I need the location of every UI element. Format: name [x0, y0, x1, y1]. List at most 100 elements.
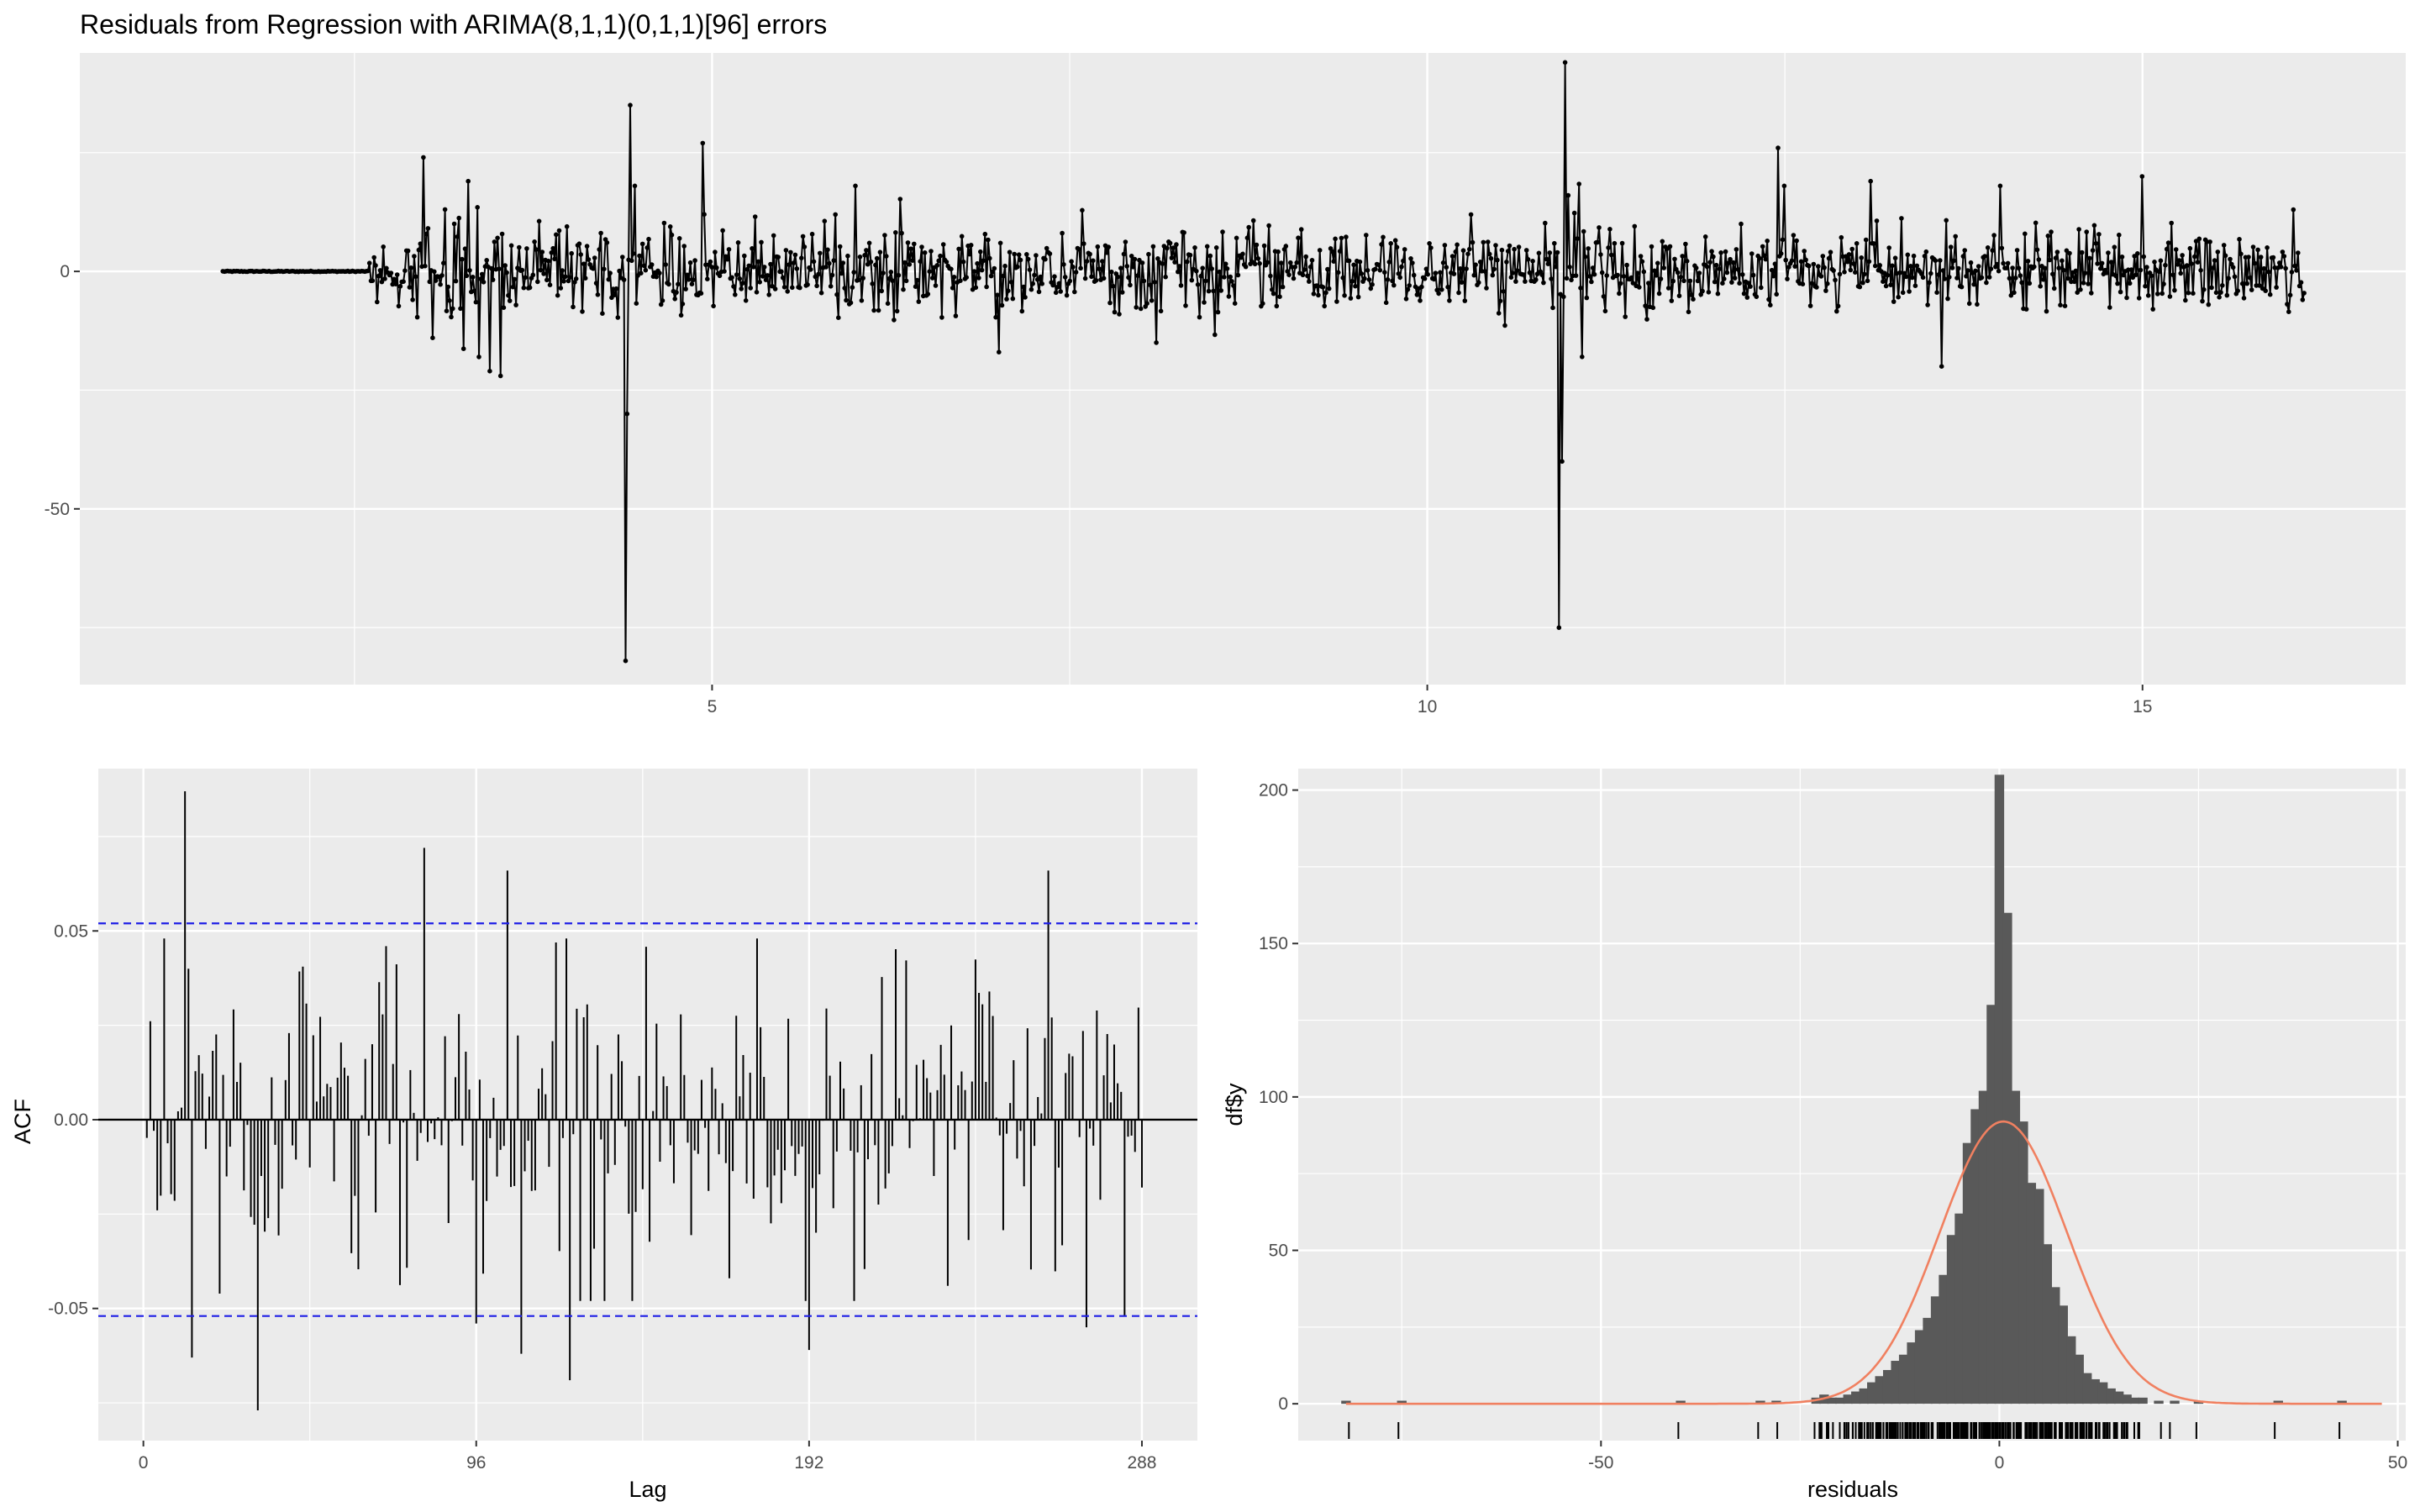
residual-point [2045, 234, 2051, 239]
residual-point [1491, 266, 1497, 272]
residual-point [1260, 301, 1265, 307]
residual-point [757, 280, 762, 285]
residual-point [1204, 244, 1210, 249]
residual-point [1217, 269, 1223, 275]
residual-point [1019, 308, 1025, 314]
residual-point [678, 312, 684, 318]
residual-point [1231, 283, 1236, 288]
hist-bar [2129, 1397, 2140, 1404]
residual-point [1665, 286, 1671, 291]
residual-point [1337, 249, 1343, 254]
residual-point [2150, 307, 2155, 312]
residual-point [1342, 293, 1347, 298]
residual-point [1560, 459, 1565, 465]
residual-point [1428, 245, 1434, 250]
residual-point [381, 244, 387, 249]
residual-point [1508, 275, 1514, 281]
residual-point [445, 284, 451, 290]
residual-point [1141, 278, 1147, 284]
residual-point [1135, 273, 1140, 278]
residual-point [1816, 264, 1821, 269]
hist-bar [1755, 1400, 1765, 1404]
residual-point [1991, 233, 1996, 238]
residual-point [1010, 296, 1016, 302]
residual-point [1510, 270, 1515, 276]
residual-point [1325, 266, 1330, 272]
residual-point [397, 284, 403, 289]
residual-point [1951, 258, 1957, 264]
residual-point [2053, 255, 2059, 261]
residual-point [576, 241, 582, 247]
hist-bar [1946, 1235, 1957, 1404]
residual-point [1465, 251, 1470, 257]
x-tick-label: 15 [2133, 697, 2152, 717]
residual-point [1536, 250, 1542, 256]
residual-point [1807, 303, 1813, 308]
residual-point [771, 233, 776, 239]
residual-point [1333, 236, 1338, 242]
residual-point [1863, 237, 1869, 243]
residual-point [702, 212, 707, 217]
residual-point [1833, 277, 1838, 283]
residual-point [2130, 275, 2136, 281]
residual-point [1402, 247, 1407, 252]
density-curve [1345, 1120, 2382, 1405]
residual-point [1477, 260, 1483, 265]
residual-point [1702, 234, 1708, 239]
residual-point [1427, 241, 1432, 246]
residual-point [890, 278, 895, 284]
residual-point [1373, 266, 1378, 272]
residual-point [1132, 256, 1138, 262]
residual-point [686, 277, 692, 282]
residual-point [1377, 267, 1383, 273]
residual-point [1624, 262, 1629, 268]
residual-point [1553, 264, 1559, 270]
residual-point [2108, 260, 2114, 265]
residual-point [2086, 281, 2091, 286]
hist-bar [1962, 1142, 1973, 1404]
residual-point [407, 285, 413, 290]
residual-point [1505, 249, 1511, 254]
residual-point [1973, 268, 1978, 274]
residual-point [1382, 270, 1387, 276]
residual-point [968, 243, 974, 248]
residual-point [1209, 266, 1214, 271]
residual-point [1224, 266, 1230, 271]
residual-point [2019, 280, 2024, 286]
hist-bar [2034, 1189, 2044, 1404]
residual-point [1137, 257, 1142, 263]
residual-point [2079, 249, 2085, 255]
residual-point [1232, 301, 1238, 307]
residual-point [2062, 303, 2068, 309]
residual-point [768, 261, 773, 267]
residual-point [2098, 266, 2103, 271]
residual-point [978, 249, 983, 255]
residual-point [1408, 256, 1413, 261]
residual-point [1908, 264, 1913, 269]
residual-point [658, 302, 664, 307]
residual-point [1482, 269, 1487, 274]
residual-point [938, 253, 943, 259]
residual-point [759, 239, 764, 245]
residual-point [1438, 270, 1443, 276]
residual-point [1223, 261, 1228, 267]
residual-point [1062, 275, 1068, 280]
residual-point [1348, 296, 1354, 301]
residual-point [879, 288, 884, 294]
residual-point [1769, 267, 1775, 273]
residual-point [1250, 218, 1256, 223]
residual-point [1279, 260, 1284, 265]
residual-point [1903, 274, 1909, 280]
residual-point [2054, 249, 2060, 255]
residual-point [1549, 276, 1554, 281]
residual-point [914, 277, 920, 283]
residual-point [792, 252, 798, 258]
acf-x-tick-labels: 0 96 192 288 [139, 1441, 1157, 1473]
residual-point [2220, 283, 2225, 288]
residual-point [412, 254, 417, 259]
residual-point [755, 259, 761, 265]
residual-point [1618, 281, 1623, 286]
residual-point [1792, 264, 1797, 269]
ts-x-tick-labels: 5 10 15 [708, 685, 2152, 717]
residual-point [384, 265, 389, 271]
